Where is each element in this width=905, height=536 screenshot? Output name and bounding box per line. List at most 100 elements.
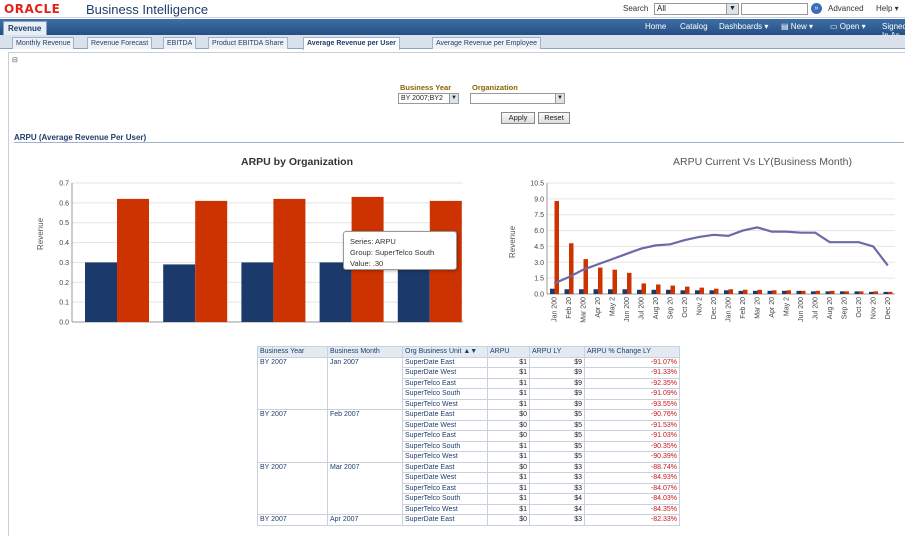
cell-arpu: $1 (487, 503, 530, 515)
tab-average-revenue-per-employee[interactable]: Average Revenue per Employee (432, 37, 542, 49)
tab-monthly-revenue[interactable]: Monthly Revenue (12, 37, 75, 49)
nav-dashboards[interactable]: Dashboards ▾ (719, 22, 769, 31)
cell-org-unit: SuperTelco South (402, 440, 488, 452)
cell-arpu: $1 (487, 472, 530, 484)
col-business-year[interactable]: Business Year (257, 346, 328, 358)
chart2-bar (888, 291, 893, 294)
chart2-xtick-label: Aug 20 (827, 297, 834, 319)
tooltip-series: Series: ARPU (350, 237, 396, 246)
chart2-bar (627, 272, 632, 294)
nav-home[interactable]: Home (645, 22, 667, 31)
tab-ebitda[interactable]: EBITDA (163, 37, 197, 49)
cell-arpu-pct-change: -84.93% (584, 472, 680, 484)
business-year-value: BY 2007;BY2 (401, 95, 443, 102)
chart1-bar (397, 264, 430, 322)
organization-select[interactable]: ▼ (470, 93, 565, 104)
cell-arpu-pct-change: -91.33% (584, 367, 680, 379)
col-arpu-pct-change[interactable]: ARPU % Change LY (584, 346, 680, 358)
cell-org-unit: SuperDate East (402, 356, 488, 368)
reset-button[interactable]: Reset (538, 112, 570, 124)
cell-org-unit: SuperTelco South (402, 388, 488, 400)
tooltip-group: Group: SuperTelco South (350, 248, 435, 257)
chart2-bar (714, 288, 719, 294)
chart2-bar (680, 290, 685, 294)
cell-arpu: $0 (487, 461, 530, 473)
arpu-table: Business Year Business Month Org Busines… (257, 346, 680, 526)
chart2-xtick-label: Feb 20 (566, 297, 573, 319)
chart2-bar (873, 291, 878, 294)
cell-arpu: $0 (487, 430, 530, 442)
chart2-bar (801, 290, 806, 294)
col-org-label: Org Business Unit (405, 348, 462, 355)
nav-new[interactable]: ▤ New ▾ (781, 22, 814, 31)
nav-catalog[interactable]: Catalog (680, 22, 708, 31)
chart2-xtick-label: Sep 20 (667, 297, 674, 319)
chart2-xtick-label: Nov 2 (696, 297, 703, 315)
advanced-link[interactable]: Advanced (828, 4, 864, 13)
cell-org-unit: SuperDate East (402, 514, 488, 526)
chart2-xtick-label: Jun 200 (624, 297, 631, 322)
col-arpu-ly[interactable]: ARPU LY (529, 346, 585, 358)
search-scope-select[interactable]: All ▼ (654, 3, 739, 15)
chart2-bar (883, 291, 888, 294)
search-label: Search (623, 4, 649, 13)
cell-arpu: $1 (487, 367, 530, 379)
chart2-bar (583, 259, 588, 294)
chart2-bar (641, 283, 646, 294)
cell-arpu-ly: $5 (529, 430, 585, 442)
search-go-icon[interactable]: » (811, 3, 822, 14)
tab-revenue-forecast[interactable]: Revenue Forecast (87, 37, 153, 49)
col-org-business-unit[interactable]: Org Business Unit ▲▼ (402, 346, 488, 358)
col-business-month[interactable]: Business Month (327, 346, 403, 358)
chart2-bar (757, 289, 762, 294)
cell-business-month: Feb 2007 (327, 409, 403, 463)
nav-open-label: Open (839, 22, 860, 31)
cell-arpu-ly: $3 (529, 514, 585, 526)
cell-org-unit: SuperTelco West (402, 398, 488, 410)
cell-arpu: $1 (487, 377, 530, 389)
cell-business-month: Mar 2007 (327, 461, 403, 515)
chart2-bar (608, 289, 613, 294)
dashboard-tab-revenue[interactable]: Revenue (3, 21, 47, 35)
chart1-yticks: 0.0 0.1 0.2 0.3 0.4 0.5 0.6 0.7 (59, 181, 69, 327)
chart2-xtick-label: Apr 20 (769, 297, 776, 318)
chart2-ytick-label: 1.5 (534, 276, 544, 283)
sort-icon[interactable]: ▲▼ (463, 348, 478, 355)
cell-arpu-pct-change: -90.35% (584, 440, 680, 452)
cell-arpu-pct-change: -84.07% (584, 482, 680, 494)
search-input[interactable] (741, 3, 808, 15)
chart1-bar (163, 264, 196, 322)
cell-arpu-pct-change: -84.35% (584, 503, 680, 515)
table-row: SuperTelco East $0 $5 -91.03% (258, 430, 680, 442)
chart2-xtick-label: May 2 (783, 297, 790, 316)
tab-product-ebitda-share[interactable]: Product EBITDA Share (208, 37, 288, 49)
nav-open[interactable]: ▭ Open ▾ (830, 22, 866, 31)
cell-arpu-pct-change: -93.55% (584, 398, 680, 410)
chart2-xtick-label: Dec 20 (711, 297, 718, 319)
chart2-xlabels: Jan 200 Feb 20 Mar 200 Apr 20 May 2 Jun 200 Ju… (551, 297, 892, 323)
cell-arpu-ly: $4 (529, 493, 585, 505)
product-title: Business Intelligence (86, 2, 209, 17)
chart2-bar (637, 289, 642, 294)
help-menu[interactable]: Help ▾ (876, 4, 899, 13)
apply-button[interactable]: Apply (501, 112, 535, 124)
chart2-bar (728, 289, 733, 294)
cell-business-month: Apr 2007 (327, 514, 403, 526)
chart2-title: ARPU Current Vs LY(Business Month) (673, 156, 852, 168)
chart2-bar (564, 289, 569, 294)
chart2-bar (825, 291, 830, 294)
cell-arpu-ly: $9 (529, 388, 585, 400)
chart2-xtick-label: Dec 20 (885, 297, 892, 319)
nav-dashboards-label: Dashboards (719, 22, 763, 31)
page-options-icon[interactable]: ⊟ (12, 57, 18, 64)
cell-business-year: BY 2007 (257, 461, 328, 515)
chevron-down-icon: ▼ (726, 4, 738, 14)
col-arpu[interactable]: ARPU (487, 346, 530, 358)
business-year-select[interactable]: BY 2007;BY2 ▼ (398, 93, 459, 104)
chart-tooltip: Series: ARPU Group: SuperTelco South Val… (343, 231, 457, 270)
tab-average-revenue-per-user[interactable]: Average Revenue per User (303, 37, 400, 50)
chart1-bar (273, 198, 306, 322)
cell-org-unit: SuperDate West (402, 419, 488, 431)
cell-arpu-ly: $3 (529, 461, 585, 473)
chart1-ytick-label: 0.5 (59, 220, 69, 227)
